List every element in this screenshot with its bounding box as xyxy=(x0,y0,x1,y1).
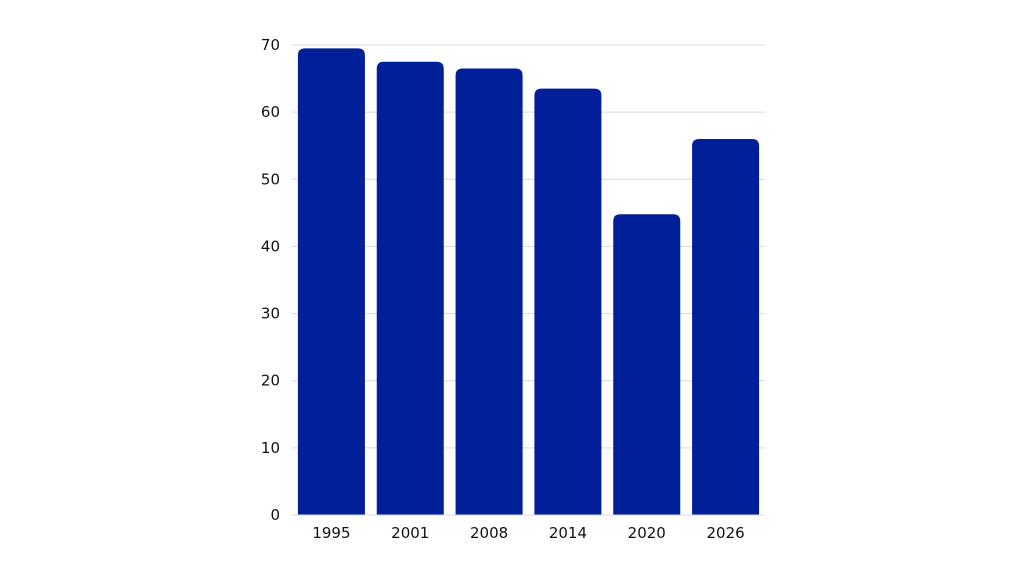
bar-2001 xyxy=(376,61,444,516)
x-tick-label: 2026 xyxy=(706,524,744,542)
y-tick-label: 30 xyxy=(261,305,280,323)
y-tick-label: 20 xyxy=(261,372,280,390)
bar-series xyxy=(297,48,760,516)
y-tick-label: 0 xyxy=(270,506,280,524)
y-tick-label: 10 xyxy=(261,439,280,457)
x-tick-label: 2001 xyxy=(391,524,429,542)
x-axis-tick-labels: 1995 2001 2008 2014 2020 2026 xyxy=(312,524,744,542)
y-tick-label: 50 xyxy=(261,170,280,188)
x-tick-label: 2020 xyxy=(628,524,666,542)
y-tick-label: 70 xyxy=(261,36,280,54)
bar-1995 xyxy=(297,48,365,515)
y-axis-tick-labels: 0 10 20 30 40 50 60 70 xyxy=(261,36,280,524)
y-tick-label: 60 xyxy=(261,103,280,121)
bar-2020 xyxy=(613,214,681,515)
x-tick-label: 2014 xyxy=(549,524,587,542)
x-tick-label: 2008 xyxy=(470,524,508,542)
gridlines xyxy=(292,44,765,449)
bar-2014 xyxy=(534,88,602,516)
x-tick-label: 1995 xyxy=(312,524,350,542)
bar-2008 xyxy=(455,68,523,515)
y-tick-label: 40 xyxy=(261,237,280,255)
bar-2026 xyxy=(692,139,760,515)
